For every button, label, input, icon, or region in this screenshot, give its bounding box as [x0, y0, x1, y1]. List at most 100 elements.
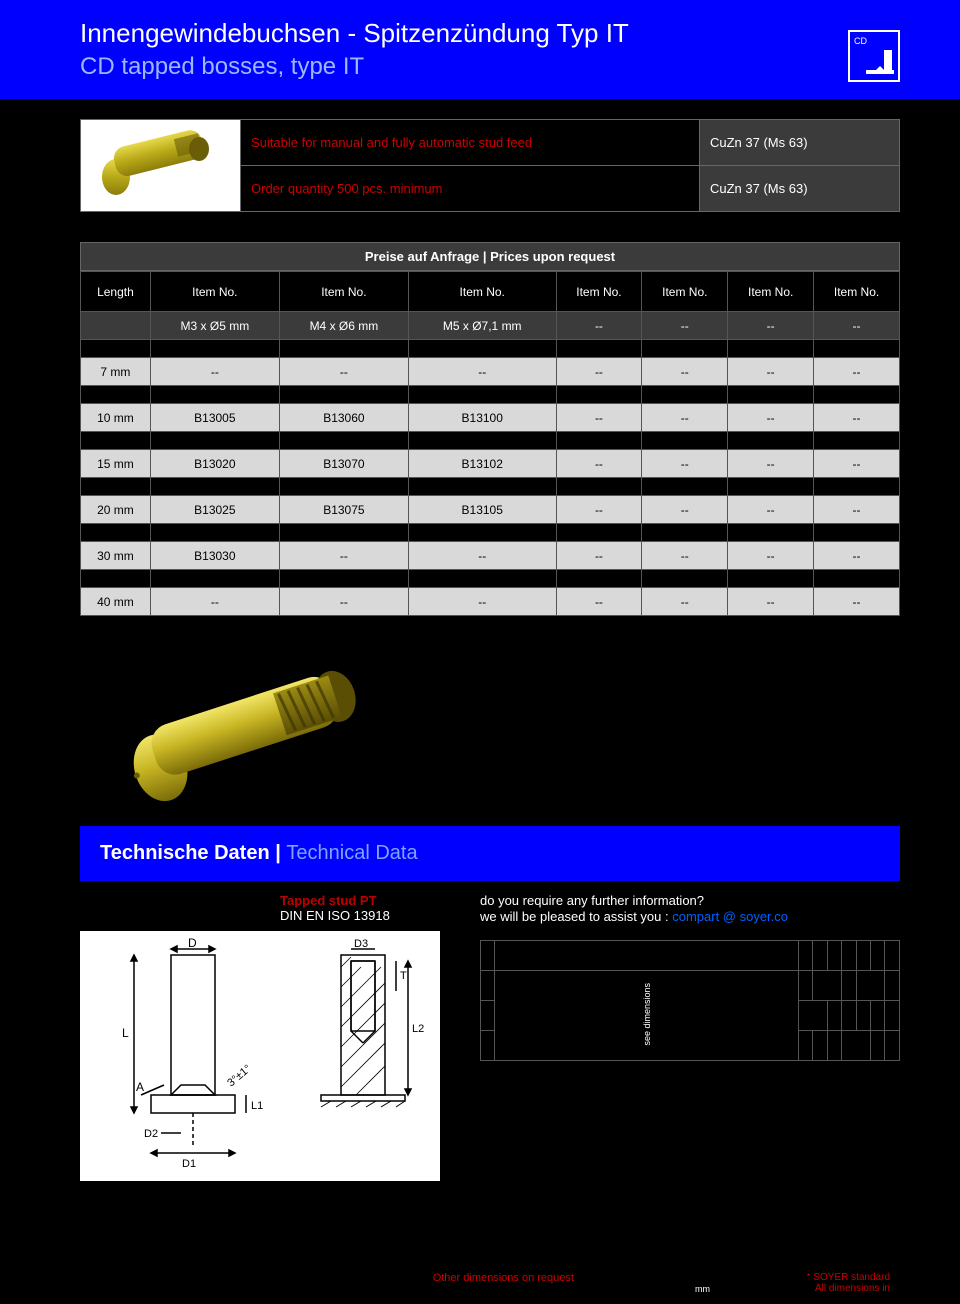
info-table: Suitable for manual and fully automatic …: [80, 119, 900, 212]
price-cell: B13020: [150, 450, 279, 478]
price-col-header: Item No.: [728, 272, 814, 312]
price-table-wrap: Preise auf Anfrage | Prices upon request…: [80, 242, 900, 616]
svg-text:T: T: [400, 970, 407, 982]
price-cell: --: [814, 496, 900, 524]
price-col-header: Item No.: [642, 272, 728, 312]
info-row1-material: CuZn 37 (Ms 63): [700, 120, 900, 166]
price-col-header: Item No.: [150, 272, 279, 312]
info-row1-text: Suitable for manual and fully automatic …: [241, 120, 700, 166]
product-illustration: [0, 616, 960, 826]
technical-data-bar: Technische Daten | Technical Data: [80, 826, 900, 881]
price-cell: --: [814, 450, 900, 478]
contact-line-2: we will be pleased to assist you :: [480, 909, 672, 924]
dim-side-label: see dimensions: [642, 983, 652, 1046]
tech-bar-de: Technische Daten |: [100, 842, 286, 864]
price-cell: B13100: [408, 404, 556, 432]
price-cell: --: [556, 450, 642, 478]
price-cell: --: [556, 496, 642, 524]
price-cell: --: [279, 542, 408, 570]
price-cell: --: [556, 358, 642, 386]
price-cell: 40 mm: [81, 588, 151, 616]
price-cell: B13005: [150, 404, 279, 432]
price-header: Preise auf Anfrage | Prices upon request: [80, 242, 900, 271]
footer-right: * SOYER standard All dimensions in: [807, 1272, 890, 1294]
price-table: LengthItem No.Item No.Item No.Item No.It…: [80, 271, 900, 616]
technical-section: Tapped stud PT DIN EN ISO 13918 D: [0, 881, 960, 1181]
price-cell: --: [279, 358, 408, 386]
price-cell: --: [408, 358, 556, 386]
price-cell: --: [814, 404, 900, 432]
spec-cell: M5 x Ø7,1 mm: [408, 312, 556, 340]
price-cell: --: [728, 496, 814, 524]
svg-text:L2: L2: [412, 1023, 424, 1035]
price-cell: --: [150, 358, 279, 386]
dimension-table: see dimensions: [480, 940, 900, 1061]
price-cell: 7 mm: [81, 358, 151, 386]
spec-cell: --: [814, 312, 900, 340]
price-cell: --: [556, 588, 642, 616]
spec-cell: M4 x Ø6 mm: [279, 312, 408, 340]
spec-cell: --: [642, 312, 728, 340]
footer-mm: mm: [695, 1284, 710, 1294]
price-cell: B13060: [279, 404, 408, 432]
price-cell: B13030: [150, 542, 279, 570]
price-cell: --: [556, 542, 642, 570]
contact-line-1: do you require any further information?: [480, 893, 900, 908]
price-col-header: Item No.: [556, 272, 642, 312]
price-cell: --: [728, 358, 814, 386]
price-cell: --: [814, 588, 900, 616]
spec-cell: --: [728, 312, 814, 340]
title-german: Innengewindebuchsen - Spitzenzündung Typ…: [80, 18, 920, 49]
price-cell: --: [728, 542, 814, 570]
spec-cell: --: [556, 312, 642, 340]
price-cell: --: [728, 588, 814, 616]
svg-text:D: D: [188, 937, 197, 950]
price-cell: B13025: [150, 496, 279, 524]
price-cell: --: [150, 588, 279, 616]
svg-text:D3: D3: [354, 938, 368, 950]
footer-center: Other dimensions on request: [200, 1272, 807, 1294]
svg-text:D2: D2: [144, 1128, 158, 1140]
price-cell: --: [408, 588, 556, 616]
price-cell: --: [642, 588, 728, 616]
svg-text:A: A: [136, 1080, 144, 1094]
price-col-header: Item No.: [408, 272, 556, 312]
drawing-label-2: DIN EN ISO 13918: [80, 908, 440, 923]
price-col-header: Item No.: [814, 272, 900, 312]
cd-badge-label: CD: [854, 36, 867, 46]
contact-email[interactable]: compart @ soyer.co: [672, 909, 788, 924]
price-cell: B13075: [279, 496, 408, 524]
drawing-label-1: Tapped stud PT: [80, 893, 440, 908]
info-row2-material: CuZn 37 (Ms 63): [700, 166, 900, 212]
price-cell: --: [814, 542, 900, 570]
price-col-header: Length: [81, 272, 151, 312]
price-cell: --: [556, 404, 642, 432]
page-header: Innengewindebuchsen - Spitzenzündung Typ…: [0, 0, 960, 99]
svg-text:L1: L1: [251, 1100, 263, 1112]
price-cell: 20 mm: [81, 496, 151, 524]
price-cell: --: [642, 358, 728, 386]
price-cell: B13105: [408, 496, 556, 524]
info-row2-text: Order quantity 500 pcs. minimum: [241, 166, 700, 212]
svg-text:D1: D1: [182, 1158, 196, 1170]
price-cell: --: [814, 358, 900, 386]
spec-cell: M3 x Ø5 mm: [150, 312, 279, 340]
price-cell: 10 mm: [81, 404, 151, 432]
product-thumbnail: [81, 120, 241, 212]
price-cell: B13102: [408, 450, 556, 478]
price-cell: --: [728, 450, 814, 478]
title-english: CD tapped bosses, type IT: [80, 53, 920, 81]
technical-drawing: D L A 3°±1° L1 D2: [80, 931, 440, 1181]
price-cell: 30 mm: [81, 542, 151, 570]
price-cell: --: [408, 542, 556, 570]
svg-text:L: L: [122, 1026, 129, 1040]
price-cell: --: [642, 496, 728, 524]
price-cell: --: [279, 588, 408, 616]
page-footer: Other dimensions on request * SOYER stan…: [0, 1272, 960, 1294]
price-cell: B13070: [279, 450, 408, 478]
spec-cell: [81, 312, 151, 340]
price-cell: --: [642, 450, 728, 478]
price-cell: --: [642, 542, 728, 570]
cd-badge-icon: CD: [848, 30, 900, 82]
svg-text:3°±1°: 3°±1°: [225, 1063, 253, 1090]
